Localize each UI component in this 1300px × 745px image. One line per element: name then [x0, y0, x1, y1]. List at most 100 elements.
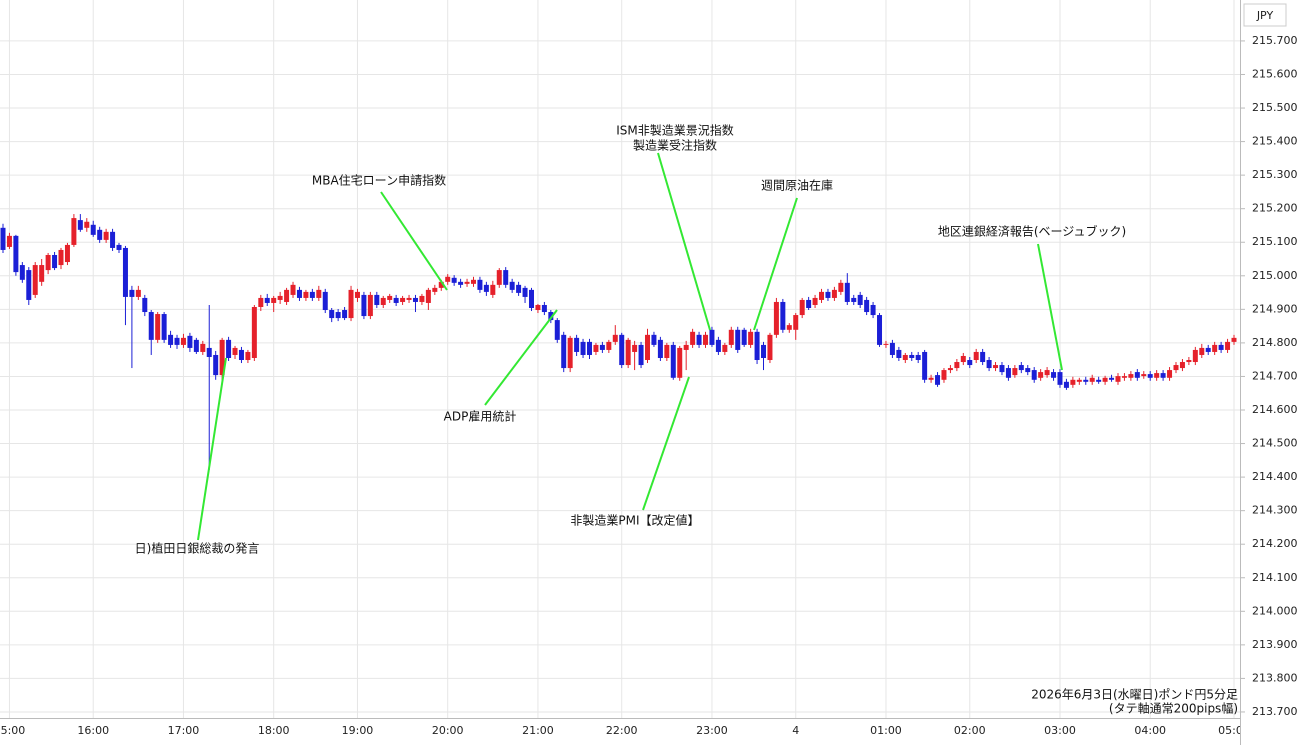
candle-body: [567, 337, 573, 369]
y-tick-label: 214.400: [1252, 470, 1298, 483]
candle-body: [213, 354, 219, 376]
candle-body: [902, 354, 908, 361]
candle-body: [1083, 379, 1089, 382]
candle-body: [657, 339, 663, 358]
annotation-leader: [753, 197, 798, 331]
candle-body: [883, 343, 889, 345]
candle-body: [1044, 370, 1050, 376]
candle-body: [84, 221, 90, 228]
candle-body: [219, 339, 225, 376]
candle-body: [1051, 372, 1057, 378]
candle-body: [1012, 368, 1018, 376]
candle-body: [284, 289, 290, 302]
x-tick-label: 04:00: [1134, 724, 1166, 737]
annotation-text: 製造業受注指数: [633, 138, 717, 153]
candle-body: [709, 329, 715, 345]
candle-body: [812, 297, 818, 305]
candle-body: [1070, 379, 1076, 385]
candle-body: [728, 329, 734, 345]
x-tick-label: 23:00: [696, 724, 728, 737]
candle-body: [786, 325, 792, 330]
candle-body: [806, 299, 812, 309]
candle-body: [1179, 362, 1185, 369]
candle-body: [889, 342, 895, 355]
candle-body: [1115, 376, 1121, 382]
candle-body: [97, 229, 103, 240]
candle-body: [799, 299, 805, 316]
annotation-text: ADP雇用統計: [444, 409, 517, 424]
candle-body: [135, 289, 141, 297]
y-tick-label: 215.600: [1252, 67, 1298, 80]
candle-body: [6, 235, 12, 247]
annotation-leader: [197, 357, 227, 541]
candle-body: [187, 335, 193, 348]
candle-body: [1031, 370, 1037, 380]
candle-body: [722, 344, 728, 352]
y-tick-label: 214.300: [1252, 504, 1298, 517]
candle-body: [129, 289, 135, 297]
candle-body: [1141, 374, 1147, 377]
candle-body: [973, 351, 979, 361]
candle-body: [651, 334, 657, 345]
candle-body: [909, 354, 915, 358]
candle-body: [110, 231, 116, 248]
y-tick-label: 214.700: [1252, 369, 1298, 382]
currency-box: [1243, 3, 1287, 27]
x-tick-label: 05:00: [1218, 724, 1250, 737]
candle-body: [419, 295, 425, 302]
candle-body: [844, 282, 850, 302]
candle-body: [825, 291, 831, 298]
candle-body: [1005, 368, 1011, 378]
candle-body: [1096, 379, 1102, 382]
candle-body: [1154, 373, 1160, 378]
candle-body: [161, 314, 167, 340]
candle-body: [606, 341, 612, 350]
candle-body: [451, 277, 457, 283]
candle-body: [522, 287, 528, 297]
candle-body: [935, 375, 941, 385]
candle-body: [45, 254, 51, 271]
candle-body: [251, 306, 257, 358]
candle-body: [980, 351, 986, 363]
candle-body: [664, 344, 670, 358]
candle-body: [690, 331, 696, 345]
candle-body: [1147, 374, 1153, 378]
candle-body: [193, 339, 199, 352]
candle-body: [915, 354, 921, 361]
y-tick-label: 213.700: [1252, 705, 1298, 718]
x-tick-label: 17:00: [168, 724, 200, 737]
candle-body: [245, 351, 251, 361]
candle-body: [361, 294, 367, 317]
candle-body: [1192, 349, 1198, 363]
candle-body: [928, 377, 934, 380]
candle-body: [496, 270, 502, 285]
candle-body: [793, 315, 799, 330]
x-tick-label: 16:00: [77, 724, 109, 737]
candle-body: [445, 276, 451, 282]
candle-body: [464, 281, 470, 284]
candle-body: [1121, 376, 1127, 378]
annotation-text: ISM非製造業景況指数: [616, 123, 734, 138]
candle-body: [638, 344, 644, 366]
candle-body: [77, 220, 83, 230]
y-tick-label: 215.700: [1252, 34, 1298, 47]
candle-body: [967, 360, 973, 366]
candle-body: [380, 297, 386, 305]
candle-body: [554, 320, 560, 340]
candle-body: [64, 244, 70, 263]
y-tick-label: 215.300: [1252, 168, 1298, 181]
candle-body: [696, 334, 702, 345]
candle-body: [329, 310, 335, 319]
candle-body: [271, 297, 277, 303]
x-tick-label: 02:00: [954, 724, 986, 737]
candle-body: [715, 339, 721, 352]
y-tick-label: 215.200: [1252, 202, 1298, 215]
candle-body: [342, 310, 348, 319]
y-tick-label: 214.600: [1252, 403, 1298, 416]
annotation-text: 非製造業PMI【改定値】: [570, 513, 699, 528]
candle-body: [367, 294, 373, 317]
candle-body: [1057, 372, 1063, 385]
candle-body: [1173, 365, 1179, 371]
candle-body: [425, 289, 431, 303]
